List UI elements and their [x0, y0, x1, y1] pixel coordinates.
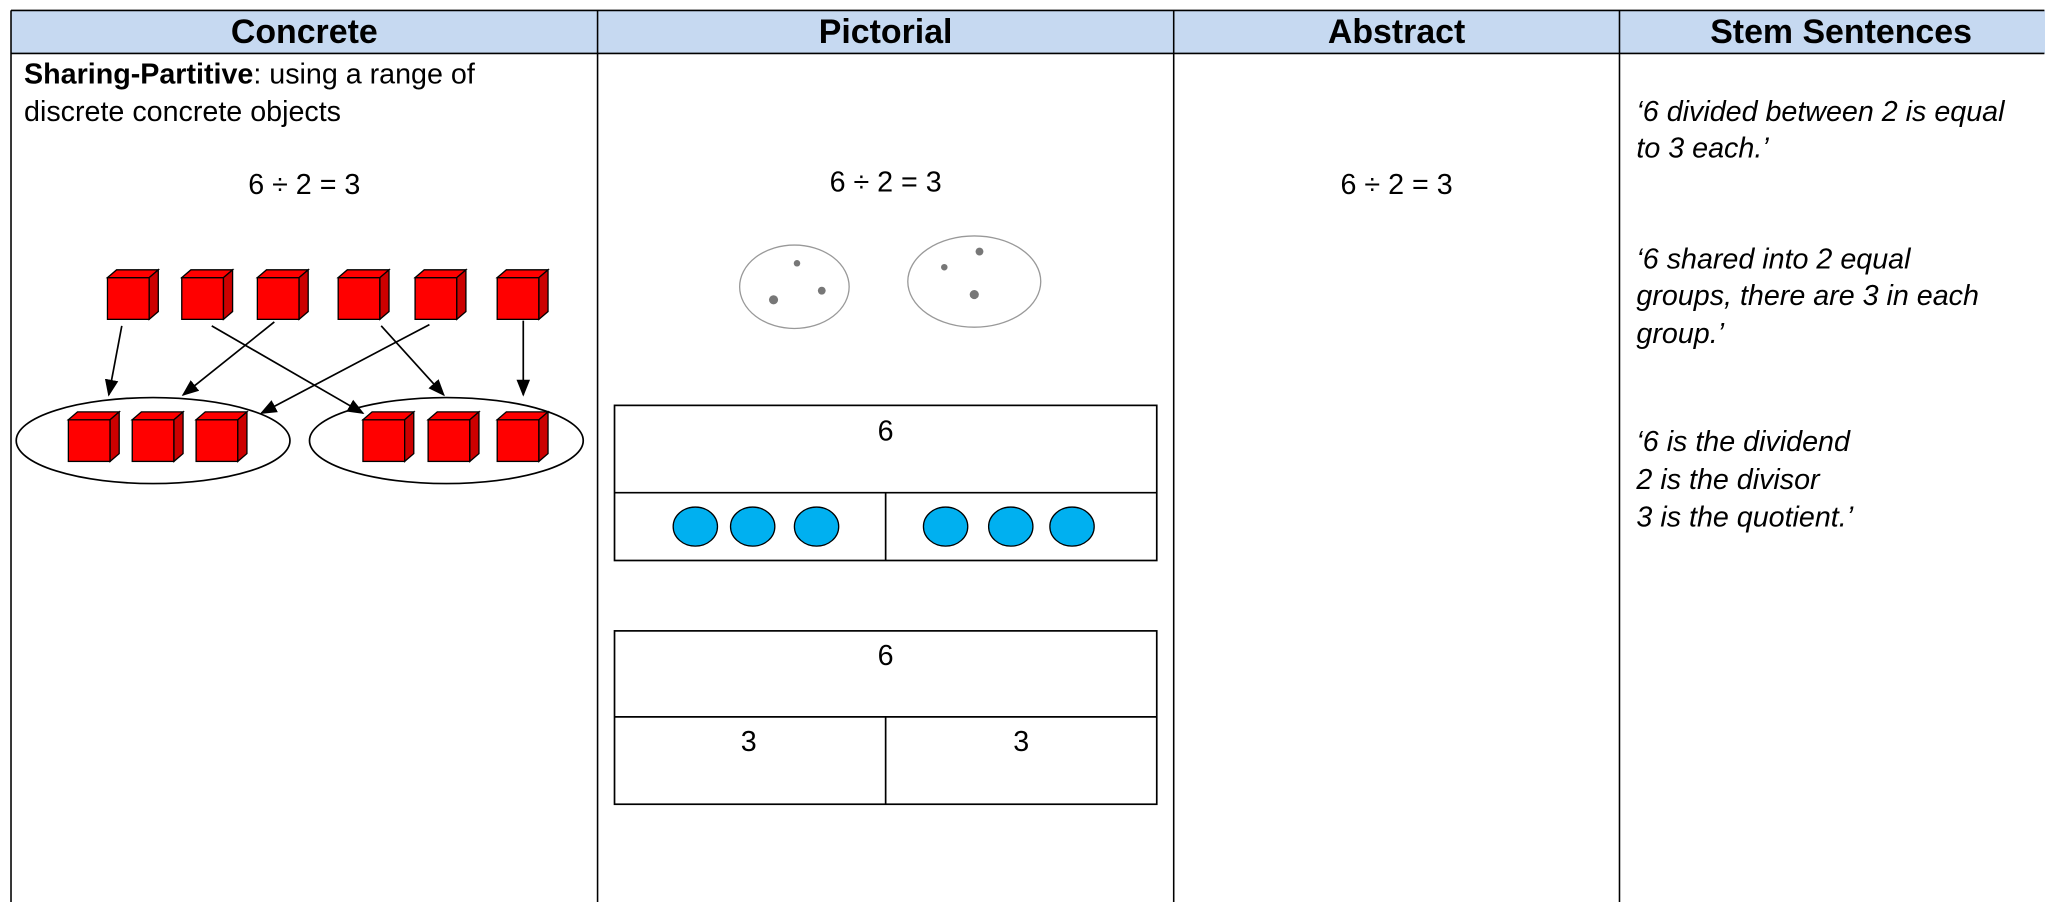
bar-whole: 6 — [878, 640, 894, 672]
stem-sentences: ‘6 divided between 2 is equal to 3 each.… — [1635, 96, 2006, 533]
sentence-line: 3 is the quotient.’ — [1636, 502, 1853, 534]
sketch-groups — [738, 235, 1042, 330]
column-header: Stem Sentences — [1710, 13, 1972, 51]
sentence-line: ‘6 divided between 2 is equal — [1636, 96, 2006, 128]
bar-part: 3 — [741, 726, 757, 758]
equation: 6 ÷ 2 = 3 — [248, 169, 360, 201]
sentence-line: group.’ — [1636, 318, 1724, 350]
concrete-heading: Sharing-Partitive: using a range of — [24, 58, 475, 90]
bar-whole: 6 — [878, 416, 894, 448]
header-row — [11, 10, 2045, 54]
sentence-line: ‘6 shared into 2 equal — [1636, 244, 1912, 276]
column-header: Pictorial — [819, 13, 953, 51]
concrete-title: Sharing-Partitive — [24, 58, 253, 90]
equation: 6 ÷ 2 = 3 — [830, 167, 942, 199]
column-header: Concrete — [231, 13, 378, 51]
table-borders — [10, 9, 2045, 902]
equation: 6 ÷ 2 = 3 — [1341, 169, 1453, 201]
bar-model — [613, 630, 1158, 806]
concrete-description: : using a range of — [253, 58, 474, 90]
bar-part: 3 — [1013, 726, 1029, 758]
sentence-line: ‘6 is the dividend — [1636, 426, 1851, 458]
cube-diagram — [15, 269, 585, 485]
column-header: Abstract — [1328, 13, 1465, 51]
sentence-line: to 3 each.’ — [1636, 133, 1769, 165]
bar-model — [613, 404, 1158, 562]
concrete-description: discrete concrete objects — [24, 96, 341, 128]
sentence-line: 2 is the divisor — [1635, 464, 1821, 496]
sentence-line: groups, there are 3 in each — [1636, 280, 1979, 312]
